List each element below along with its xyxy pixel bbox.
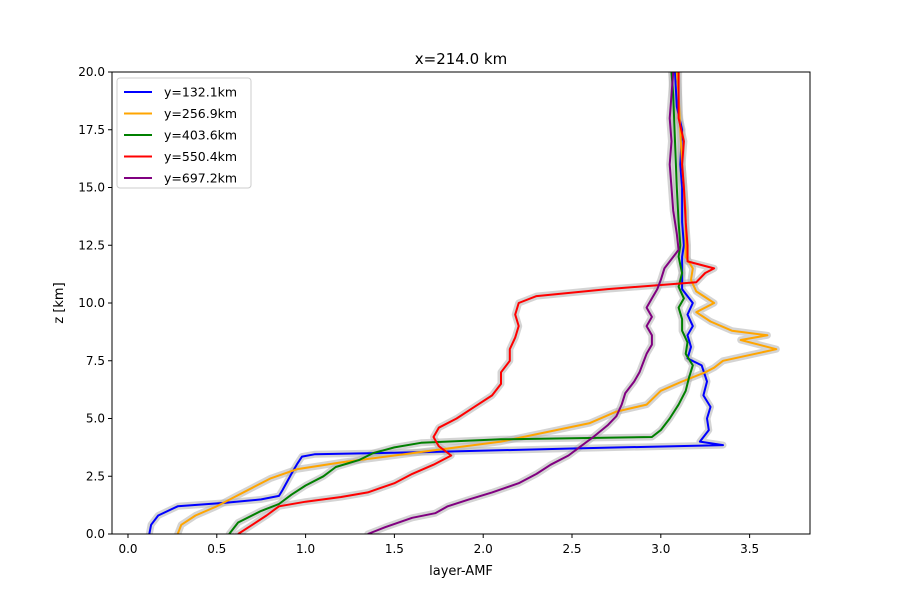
y-tick-label: 2.5 [86, 469, 105, 483]
y-tick-label: 7.5 [86, 354, 105, 368]
legend-label-1: y=132.1km [164, 85, 237, 100]
series-line-2 [176, 72, 778, 534]
x-axis-label: layer-AMF [429, 564, 493, 579]
series-line-5 [367, 72, 680, 534]
y-axis-label: z [km] [52, 282, 67, 323]
x-axis: 0.0 0.5 1.0 1.5 2.0 2.5 3.0 3.5 [118, 534, 759, 556]
legend-label-5: y=697.2km [164, 171, 237, 186]
y-axis: 0.0 2.5 5.0 7.5 10.0 12.5 15.0 17.5 20.0 [78, 65, 112, 541]
series-lines [148, 72, 778, 534]
plot-area [111, 71, 811, 535]
series-line-3 [228, 72, 694, 534]
x-tick-label: 2.5 [562, 542, 581, 556]
series-line-4 [237, 72, 716, 534]
x-tick-label: 0.0 [118, 542, 137, 556]
series-line-1 [148, 72, 724, 534]
x-tick-label: 0.5 [207, 542, 226, 556]
y-tick-label: 12.5 [78, 238, 105, 252]
x-tick-label: 3.5 [740, 542, 759, 556]
y-tick-label: 17.5 [78, 123, 105, 137]
x-tick-label: 1.0 [296, 542, 315, 556]
legend-label-3: y=403.6km [164, 128, 237, 143]
legend-label-4: y=550.4km [164, 149, 237, 164]
y-tick-label: 10.0 [78, 296, 105, 310]
y-tick-label: 20.0 [78, 65, 105, 79]
x-tick-label: 1.5 [385, 542, 404, 556]
y-tick-label: 15.0 [78, 181, 105, 195]
chart-title: x=214.0 km [415, 50, 507, 68]
x-tick-label: 3.0 [651, 542, 670, 556]
x-tick-label: 2.0 [474, 542, 493, 556]
legend-frame [116, 77, 252, 189]
legend-label-2: y=256.9km [164, 106, 237, 121]
y-tick-label: 0.0 [86, 527, 105, 541]
y-tick-label: 5.0 [86, 412, 105, 426]
legend: y=132.1km y=256.9km y=403.6km y=550.4km y=69… [116, 77, 252, 189]
